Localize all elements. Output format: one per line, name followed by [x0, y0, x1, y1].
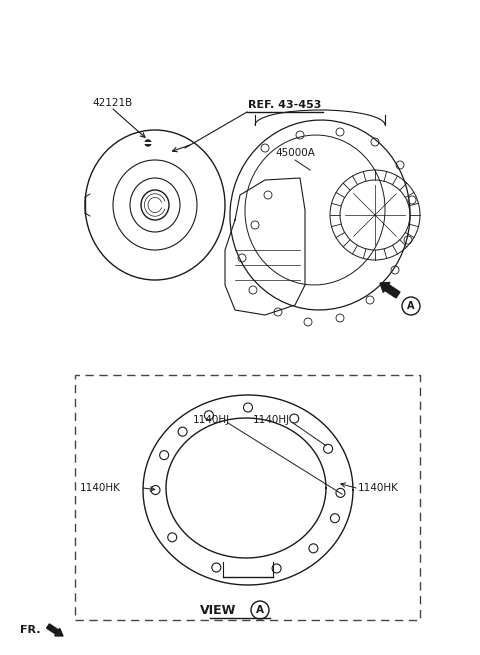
Text: 45000A: 45000A: [275, 148, 315, 158]
Text: A: A: [407, 301, 415, 311]
Text: 1140HK: 1140HK: [358, 483, 399, 493]
Text: FR.: FR.: [20, 625, 40, 635]
FancyArrow shape: [380, 282, 400, 298]
Text: 1140HJ: 1140HJ: [193, 415, 230, 425]
Text: 1140HJ: 1140HJ: [253, 415, 290, 425]
Text: REF. 43-453: REF. 43-453: [248, 100, 322, 110]
Circle shape: [145, 140, 151, 146]
Bar: [75, 375, 420, 620]
Text: VIEW: VIEW: [200, 603, 236, 616]
FancyArrow shape: [47, 624, 63, 636]
Text: A: A: [256, 605, 264, 615]
Text: 1140HK: 1140HK: [80, 483, 121, 493]
Text: 42121B: 42121B: [93, 98, 133, 108]
